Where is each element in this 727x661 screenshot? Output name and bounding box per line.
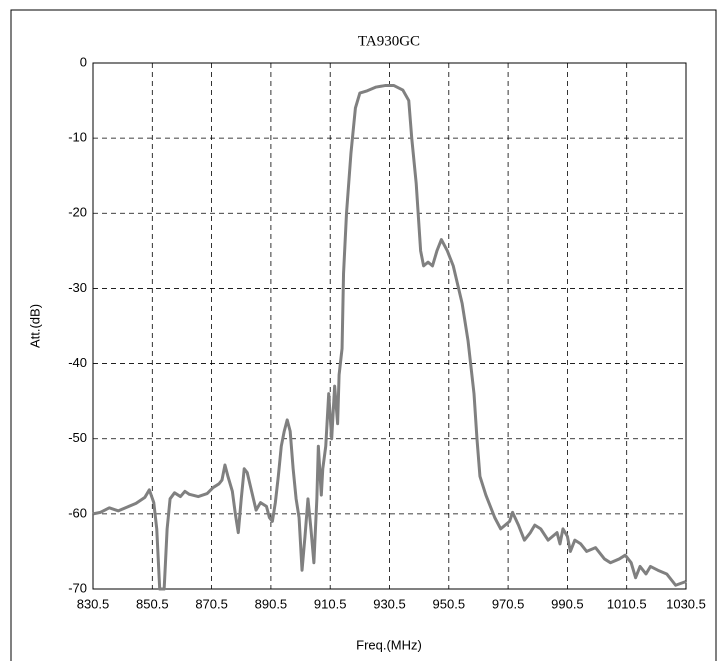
data-line (92, 84, 687, 591)
y-tick-label: 0 (80, 54, 87, 69)
x-tick-label: 990.5 (551, 596, 584, 611)
x-tick-label: 890.5 (255, 596, 288, 611)
x-tick-label: 1030.5 (666, 596, 706, 611)
y-tick-label: -60 (68, 505, 87, 520)
y-tick-label: -70 (68, 580, 87, 595)
x-tick-label: 970.5 (492, 596, 525, 611)
y-tick-label: -40 (68, 355, 87, 370)
plot-area (92, 62, 687, 590)
y-axis-label: Att.(dB) (27, 304, 42, 348)
x-tick-label: 870.5 (195, 596, 228, 611)
y-tick-label: -20 (68, 205, 87, 220)
x-tick-label: 850.5 (136, 596, 169, 611)
x-tick-label: 1010.5 (607, 596, 647, 611)
y-tick-label: -50 (68, 430, 87, 445)
x-tick-label: 950.5 (433, 596, 466, 611)
x-axis-label: Freq.(MHz) (356, 637, 422, 652)
y-tick-label: -30 (68, 280, 87, 295)
frame (10, 9, 717, 661)
x-tick-label: 830.5 (77, 596, 110, 611)
x-tick-label: 910.5 (314, 596, 347, 611)
y-tick-label: -10 (68, 130, 87, 145)
x-tick-label: 930.5 (373, 596, 406, 611)
chart-title: TA930GC (358, 33, 420, 49)
